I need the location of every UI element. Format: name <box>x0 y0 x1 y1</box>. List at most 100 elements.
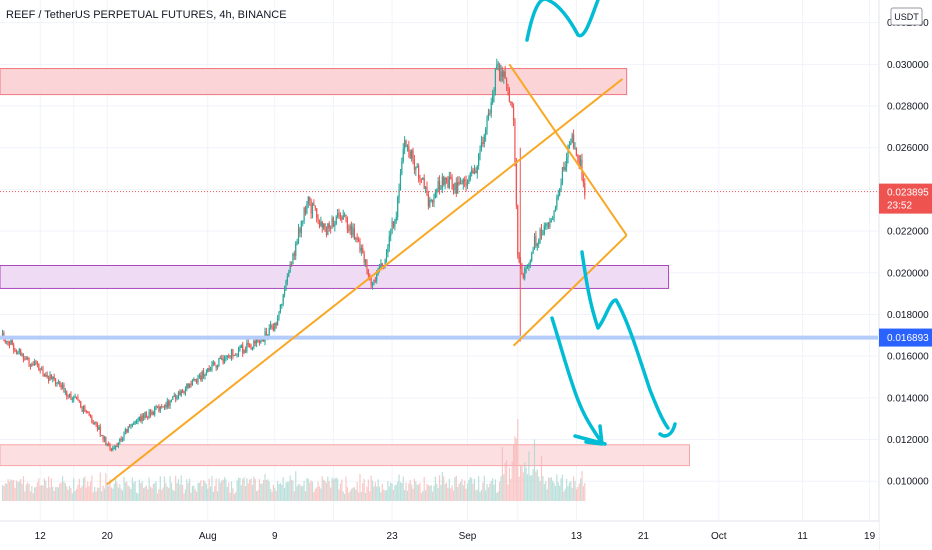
candle-body <box>374 279 376 281</box>
volume-bar <box>216 491 219 501</box>
candle-body <box>479 149 481 155</box>
candle-body <box>310 200 312 214</box>
x-tick-label: 23 <box>387 531 399 542</box>
candle-body <box>369 275 371 278</box>
candle-body <box>344 214 346 216</box>
candle-body <box>253 340 255 348</box>
volume-bar <box>473 478 476 501</box>
candle-body <box>135 421 138 423</box>
volume-bar <box>36 482 39 501</box>
candle-body <box>21 353 23 355</box>
candle-body <box>337 213 339 217</box>
candle-body <box>384 259 386 266</box>
candle-body <box>330 227 332 229</box>
candle-body <box>472 170 474 174</box>
candle-body <box>469 172 471 180</box>
candle-body <box>465 181 467 186</box>
candle-body <box>454 182 456 190</box>
volume-bar <box>547 477 550 501</box>
volume-bar <box>53 490 55 501</box>
volume-bar <box>109 479 111 501</box>
candle-body <box>246 343 248 352</box>
volume-bar <box>420 493 423 501</box>
candle-body <box>133 423 135 425</box>
candle-body <box>200 375 202 380</box>
volume-bar <box>398 474 400 501</box>
candle-body <box>43 373 46 377</box>
volume-bar <box>205 484 207 501</box>
volume-bar <box>14 487 16 501</box>
candle-body <box>161 406 163 408</box>
volume-bar <box>63 481 65 501</box>
candle-body <box>120 438 122 440</box>
candle-body <box>492 95 494 103</box>
candle-body <box>579 159 582 166</box>
volume-bar <box>182 485 184 501</box>
candle-body <box>99 426 101 436</box>
ascending-trendline <box>106 78 624 486</box>
level-tag-label: 0.016893 <box>887 333 929 344</box>
volume-bar <box>436 483 438 501</box>
candle-body <box>385 252 388 260</box>
volume-bar <box>383 489 385 501</box>
y-tick-label: 0.014000 <box>887 393 929 404</box>
volume-bar <box>524 462 526 501</box>
volume-bar <box>486 484 488 501</box>
volume-bar <box>131 477 133 501</box>
candle-body <box>473 170 476 174</box>
volume-bar <box>454 477 456 501</box>
volume-bar <box>285 482 287 501</box>
candle-body <box>480 142 483 150</box>
volume-bar <box>232 488 234 501</box>
volume-bar <box>352 487 354 501</box>
candle-body <box>119 438 121 443</box>
volume-bar <box>376 486 378 501</box>
volume-bar <box>189 478 191 501</box>
candle-body <box>387 246 389 253</box>
candle-body <box>222 358 224 364</box>
candle-body <box>431 199 434 203</box>
volume-bar <box>180 475 182 501</box>
volume-bar <box>18 481 20 501</box>
volume-bar <box>332 479 335 501</box>
candle-body <box>77 397 79 401</box>
candle-body <box>202 371 205 377</box>
volume-bar <box>462 485 464 501</box>
y-tick-label: 0.022000 <box>887 227 929 238</box>
volume-bar <box>311 481 314 501</box>
volume-bar <box>578 483 580 501</box>
volume-bar <box>7 479 9 501</box>
volume-bar <box>331 477 333 501</box>
volume-bar <box>6 483 8 501</box>
candle-body <box>144 412 146 418</box>
candle-body <box>101 435 103 437</box>
candle-body <box>405 140 407 148</box>
volume-bar <box>317 481 319 501</box>
volume-bar <box>507 484 509 501</box>
candle-body <box>464 179 466 182</box>
candle-body <box>564 166 566 170</box>
candle-body <box>512 107 515 121</box>
candle-body <box>568 145 571 147</box>
volume-bar <box>112 488 114 501</box>
candle-body <box>243 349 245 354</box>
candle-body <box>444 178 446 185</box>
volume-bar <box>309 482 311 501</box>
volume-bar <box>47 476 50 501</box>
volume-bar <box>353 487 355 501</box>
candle-body <box>85 410 87 412</box>
candle-body <box>272 327 274 331</box>
candle-body <box>233 354 235 356</box>
candle-body <box>571 134 573 144</box>
volume-bar <box>127 485 129 501</box>
volume-bar <box>242 479 244 501</box>
candle-body <box>545 224 547 226</box>
volume-bar <box>271 491 273 501</box>
candle-body <box>370 277 372 286</box>
candle-body <box>434 192 436 198</box>
x-tick-label: 12 <box>35 531 47 542</box>
volume-bar <box>489 483 491 501</box>
volume-bar <box>465 488 467 501</box>
candle-body <box>34 361 36 365</box>
